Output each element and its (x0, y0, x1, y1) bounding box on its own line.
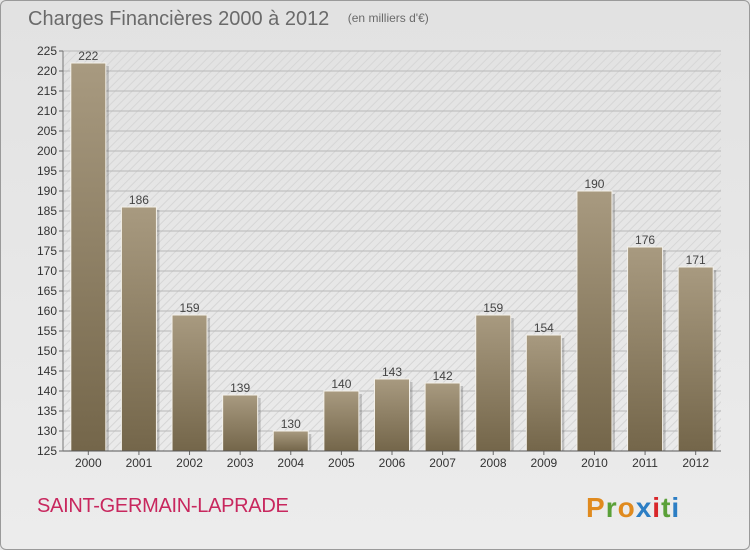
y-tick-label: 215 (37, 84, 57, 98)
bar-2010 (576, 190, 613, 452)
bar-2006 (374, 378, 410, 452)
x-tick-label-2003: 2003 (227, 456, 254, 470)
bar-2011 (627, 246, 664, 452)
value-label-2012: 171 (686, 253, 706, 267)
value-label-2007: 142 (433, 369, 453, 383)
value-label-2011: 176 (635, 233, 655, 247)
bar-2008 (475, 314, 512, 452)
x-axis-ticks: 2000 2001 2002 2003 2004 2005 2006 2007 2008 2009… (75, 451, 709, 470)
y-tick-label: 165 (37, 284, 57, 298)
x-tick-label-2005: 2005 (328, 456, 355, 470)
x-tick-label-2011: 2011 (632, 456, 658, 470)
value-label-2004: 130 (281, 417, 301, 431)
value-label-2008: 159 (483, 301, 503, 315)
bars: 222 186 159 139 130 140 143 142 159 154 190 176 171 (70, 49, 717, 452)
y-tick-label: 185 (37, 204, 57, 218)
y-tick-label: 220 (37, 64, 57, 78)
y-axis-ticks: 125 130 135 140 145 150 155 160 165 170 175 180 185 1… (37, 44, 63, 458)
y-tick-label: 140 (37, 384, 57, 398)
svg-text:Proxiti: Proxiti (586, 492, 680, 523)
value-label-2001: 186 (129, 193, 149, 207)
bar-2003 (222, 394, 259, 452)
x-tick-label-2012: 2012 (682, 456, 709, 470)
value-label-2009: 154 (534, 321, 554, 335)
value-label-2002: 159 (180, 301, 200, 315)
x-tick-label-2000: 2000 (75, 456, 102, 470)
bar-2000 (70, 62, 107, 452)
value-label-2006: 143 (382, 365, 402, 379)
y-tick-label: 160 (37, 304, 57, 318)
y-tick-label: 145 (37, 364, 57, 378)
bar-2002 (171, 314, 208, 452)
chart-subtitle: (en milliers d'€) (347, 11, 429, 25)
bar-2009 (525, 334, 562, 452)
y-tick-label: 135 (37, 404, 57, 418)
y-tick-label: 205 (37, 124, 57, 138)
y-tick-label: 195 (37, 164, 57, 178)
bar-2007 (424, 382, 461, 452)
y-tick-label: 210 (37, 104, 57, 118)
value-label-2010: 190 (584, 177, 604, 191)
chart-title-row: Charges Financières 2000 à 2012 (en mill… (28, 8, 429, 31)
x-tick-label-2008: 2008 (480, 456, 507, 470)
x-tick-label-2010: 2010 (581, 456, 608, 470)
bar-2005 (323, 390, 360, 452)
y-tick-label: 130 (37, 424, 57, 438)
value-label-2005: 140 (331, 377, 351, 391)
y-tick-label: 155 (37, 324, 57, 338)
x-tick-label-2001: 2001 (126, 456, 153, 470)
bar-2001 (120, 206, 157, 452)
x-tick-label-2009: 2009 (530, 456, 557, 470)
y-tick-label: 200 (37, 144, 57, 158)
x-tick-label-2004: 2004 (277, 456, 304, 470)
y-tick-label: 125 (37, 444, 57, 458)
y-tick-label: 175 (37, 244, 57, 258)
value-label-2000: 222 (78, 49, 98, 63)
bar-2012 (677, 266, 714, 452)
value-label-2003: 139 (230, 381, 250, 395)
x-tick-label-2002: 2002 (176, 456, 203, 470)
x-tick-label-2007: 2007 (429, 456, 456, 470)
y-tick-label: 190 (37, 184, 57, 198)
place-name: SAINT-GERMAIN-LAPRADE (37, 495, 289, 517)
x-tick-label-2006: 2006 (379, 456, 406, 470)
proxiti-logo: Proxiti (586, 492, 680, 523)
y-tick-label: 225 (37, 44, 57, 58)
bar-2004 (272, 430, 309, 452)
y-tick-label: 170 (37, 264, 57, 278)
y-tick-label: 150 (37, 344, 57, 358)
y-tick-label: 180 (37, 224, 57, 238)
chart-title: Charges Financières 2000 à 2012 (28, 8, 330, 30)
